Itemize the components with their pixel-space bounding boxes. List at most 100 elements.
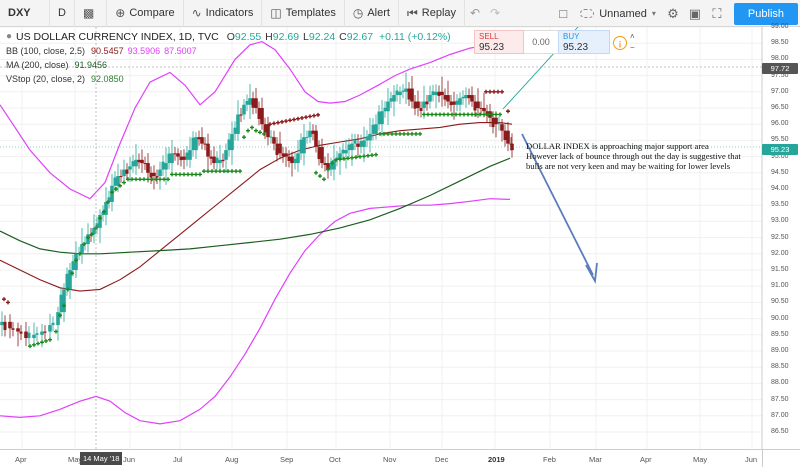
select-layout-button[interactable]: □ [552, 0, 574, 27]
compare-button[interactable]: ⊕ Compare [107, 0, 184, 27]
candle-body [239, 114, 243, 116]
candle-body [470, 95, 474, 102]
symbol-search[interactable]: DXY [0, 0, 50, 27]
publish-button[interactable]: Publish [733, 2, 798, 25]
bb-upper-path [0, 40, 506, 200]
vstop-marker [82, 242, 86, 247]
fullscreen-button[interactable]: ⛶ [706, 0, 728, 27]
candle-body [224, 150, 228, 160]
candle-body [476, 101, 480, 108]
alert-button[interactable]: ◷ Alert [345, 0, 399, 27]
sell-button[interactable]: SELL 95.23 [474, 30, 524, 54]
candle-body [32, 334, 36, 339]
candle-body [398, 91, 402, 96]
text-annotation[interactable]: DOLLAR INDEX is approaching major suppor… [526, 141, 766, 171]
legend-ma-row[interactable]: MA (200, close) 91.9456 [6, 58, 451, 72]
replay-button[interactable]: ⏮ Replay [399, 0, 466, 27]
vstop-marker [462, 112, 466, 117]
candle-body [242, 104, 246, 115]
buy-button[interactable]: BUY 95.23 [558, 30, 610, 54]
vstop-marker [242, 135, 246, 140]
settings-button[interactable]: ⚙ [662, 0, 684, 27]
price-tick-label: 90.00 [771, 314, 789, 322]
vstop-marker [314, 170, 318, 175]
candles [0, 72, 514, 348]
chart-style-button[interactable]: ▩ [75, 0, 108, 27]
candle-body [182, 156, 186, 160]
price-tick-label: 88.50 [771, 363, 789, 371]
legend-bb-row[interactable]: BB (100, close, 2.5) 90.5457 93.5906 87.… [6, 44, 451, 58]
candle-body [263, 124, 267, 133]
layout-name-button[interactable]: Unnamed ▾ [574, 8, 662, 20]
vstop-marker [446, 112, 450, 117]
candle-body [419, 108, 423, 111]
snapshot-button[interactable]: ▣ [684, 0, 706, 27]
candle-body [51, 322, 55, 326]
candle-body [188, 150, 192, 160]
candle-body [416, 101, 420, 108]
vstop-marker [122, 180, 126, 185]
forecast-arrow-shaft [521, 133, 594, 276]
candle-body [290, 156, 294, 164]
candle-body [206, 143, 210, 157]
info-icon[interactable]: ¡ [613, 36, 627, 50]
candle-body [371, 124, 375, 134]
templates-button[interactable]: ◫ Templates [262, 0, 345, 27]
price-chart[interactable] [0, 27, 800, 449]
candle-body [197, 137, 201, 140]
candle-body [269, 136, 273, 138]
redo-button[interactable]: ↷ [485, 0, 505, 27]
candle-body [185, 152, 189, 160]
layout-name: Unnamed [599, 7, 647, 20]
vstop-marker [490, 112, 494, 117]
vstop-marker [230, 169, 234, 174]
candle-body [167, 153, 171, 164]
candle-body [80, 244, 84, 254]
candle-body [11, 328, 15, 330]
vstop-marker [330, 161, 334, 166]
candle-body [338, 153, 342, 160]
legend-vstop-row[interactable]: VStop (20, close, 2) 92.0850 [6, 72, 451, 86]
vstop-marker [154, 177, 158, 182]
candle-body [356, 143, 360, 147]
eye-icon[interactable]: ● [6, 31, 13, 42]
symbol-label: DXY [8, 7, 31, 19]
candle-body [35, 333, 39, 335]
vstop-marker [98, 216, 102, 221]
candle-body [449, 101, 453, 106]
vstop-marker [484, 89, 488, 94]
bb-lower-path [0, 198, 511, 425]
top-toolbar: DXY D ▩ ⊕ Compare ∿ Indicators ◫ Templates … [0, 0, 800, 27]
time-axis[interactable]: Apr May Jun Jul Aug Sep Oct Nov Dec 2019 Feb Mar Apr… [0, 449, 762, 467]
candle-body [43, 331, 47, 333]
vstop-marker [296, 116, 300, 121]
vstop-marker [280, 119, 284, 124]
candle-body [98, 214, 102, 228]
vstop-marker [312, 113, 316, 118]
vstop-marker [354, 155, 358, 160]
candle-body [209, 156, 213, 159]
time-tick-label: Dec [435, 455, 449, 464]
indicators-button[interactable]: ∿ Indicators [184, 0, 263, 27]
legend-title-row: ● US DOLLAR CURRENCY INDEX, 1D, TVC O 92.… [6, 30, 451, 44]
vstop-marker [402, 131, 406, 136]
interval-button[interactable]: D [50, 0, 75, 27]
alert-clock-icon: ◷ [352, 6, 364, 20]
vstop-marker [254, 128, 258, 133]
minus-icon: − [630, 43, 635, 52]
candle-body [377, 111, 381, 125]
candle-body [137, 159, 141, 163]
undo-button[interactable]: ↶ [465, 0, 485, 27]
vstop-marker [258, 130, 262, 135]
candle-body [404, 88, 408, 92]
candle-body [215, 157, 219, 164]
candle-body [299, 139, 303, 154]
ma-value: 91.9456 [74, 60, 108, 70]
panel-collapse[interactable]: ˄ − [630, 31, 635, 53]
candle-body [431, 91, 435, 96]
vstop-marker [326, 167, 330, 172]
time-tick-label: Apr [640, 455, 652, 464]
close-label: C [339, 31, 347, 43]
vstop-marker [414, 131, 418, 136]
candle-body [284, 153, 288, 157]
